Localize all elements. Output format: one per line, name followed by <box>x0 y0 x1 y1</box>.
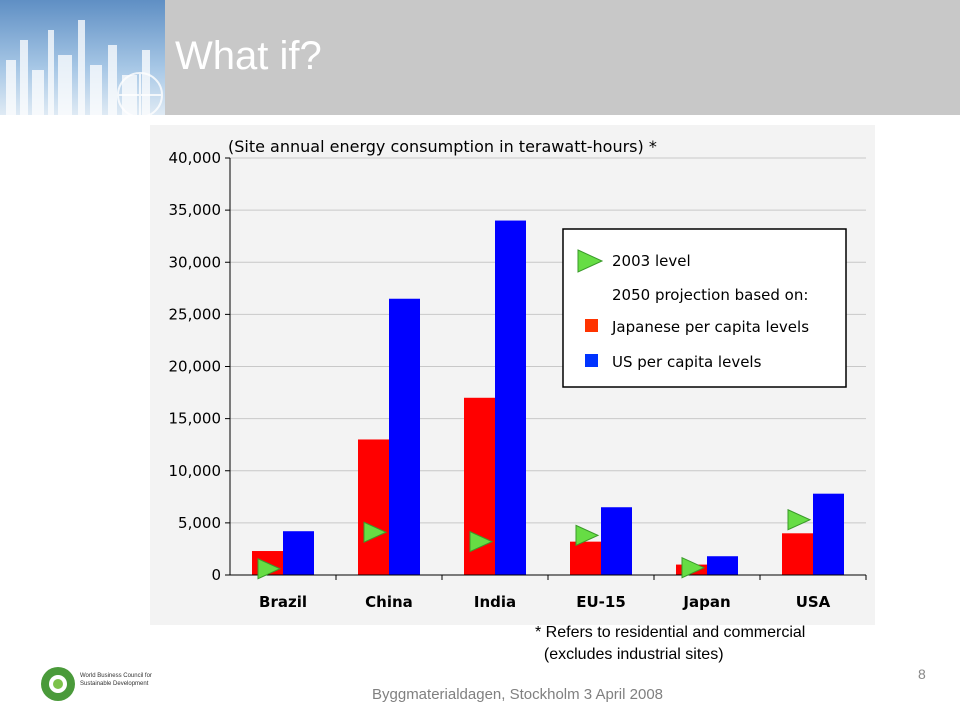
bar-eu-15-japan-level <box>570 541 601 575</box>
city-skyline-image <box>0 0 165 115</box>
footnote-line-2: (excludes industrial sites) <box>535 646 724 663</box>
bar-brazil-us-level <box>283 531 314 575</box>
y-tick-label: 25,000 <box>169 305 222 323</box>
bar-japan-us-level <box>707 556 738 575</box>
legend-swatch-japan <box>585 319 598 332</box>
y-tick-label: 40,000 <box>169 149 222 167</box>
logo-text: World Business Council for Sustainable D… <box>80 672 160 688</box>
bar-china-japan-level <box>358 439 389 575</box>
footnote: * Refers to residential and commercial (… <box>535 622 805 666</box>
y-tick-label: 20,000 <box>169 358 222 376</box>
y-tick-label: 0 <box>211 566 221 584</box>
legend-label-2003: 2003 level <box>612 252 691 270</box>
y-tick-label: 10,000 <box>169 462 222 480</box>
page-number: 8 <box>918 666 926 682</box>
bar-india-us-level <box>495 220 526 576</box>
y-tick-label: 35,000 <box>169 201 222 219</box>
bar-usa-us-level <box>813 493 844 575</box>
x-tick-label: USA <box>796 593 831 611</box>
wbcsd-logo-icon <box>41 667 75 701</box>
footer-text: Byggmaterialdagen, Stockholm 3 April 200… <box>372 686 664 703</box>
x-tick-label: India <box>474 593 516 611</box>
legend-label-us: US per capita levels <box>612 353 762 371</box>
legend-marker-swatch-2003 <box>577 249 604 273</box>
legend-label-japan: Japanese per capita levels <box>611 318 809 336</box>
footnote-line-1: * Refers to residential and commercial <box>535 624 806 641</box>
logo-text-line-2: Sustainable Development <box>80 681 149 687</box>
marker-2003-brazil <box>257 557 282 580</box>
x-tick-label: Japan <box>682 593 730 611</box>
y-tick-label: 30,000 <box>169 253 222 271</box>
bar-eu-15-us-level <box>601 507 632 575</box>
marker-2003-eu-15 <box>575 524 600 547</box>
y-tick-label: 5,000 <box>178 514 221 532</box>
bar-china-us-level <box>389 298 420 575</box>
marker-2003-japan <box>681 556 706 579</box>
chart-title: (Site annual energy consumption in teraw… <box>228 137 657 156</box>
logo-text-line-1: World Business Council for <box>80 673 152 679</box>
x-tick-label: EU-15 <box>576 593 626 611</box>
marker-2003-india <box>469 530 494 553</box>
x-tick-label: China <box>365 593 413 611</box>
bar-india-japan-level <box>464 397 495 575</box>
legend-box <box>562 228 847 388</box>
marker-2003-usa <box>787 508 812 531</box>
legend-swatch-us <box>585 354 598 367</box>
bar-usa-japan-level <box>782 533 813 575</box>
legend-heading: 2050 projection based on: <box>612 286 808 304</box>
slide-title: What if? <box>175 34 322 78</box>
x-tick-label: Brazil <box>259 593 307 611</box>
legend: 2003 level 2050 projection based on: Jap… <box>562 228 847 388</box>
marker-2003-china <box>363 521 388 544</box>
y-tick-label: 15,000 <box>169 410 222 428</box>
